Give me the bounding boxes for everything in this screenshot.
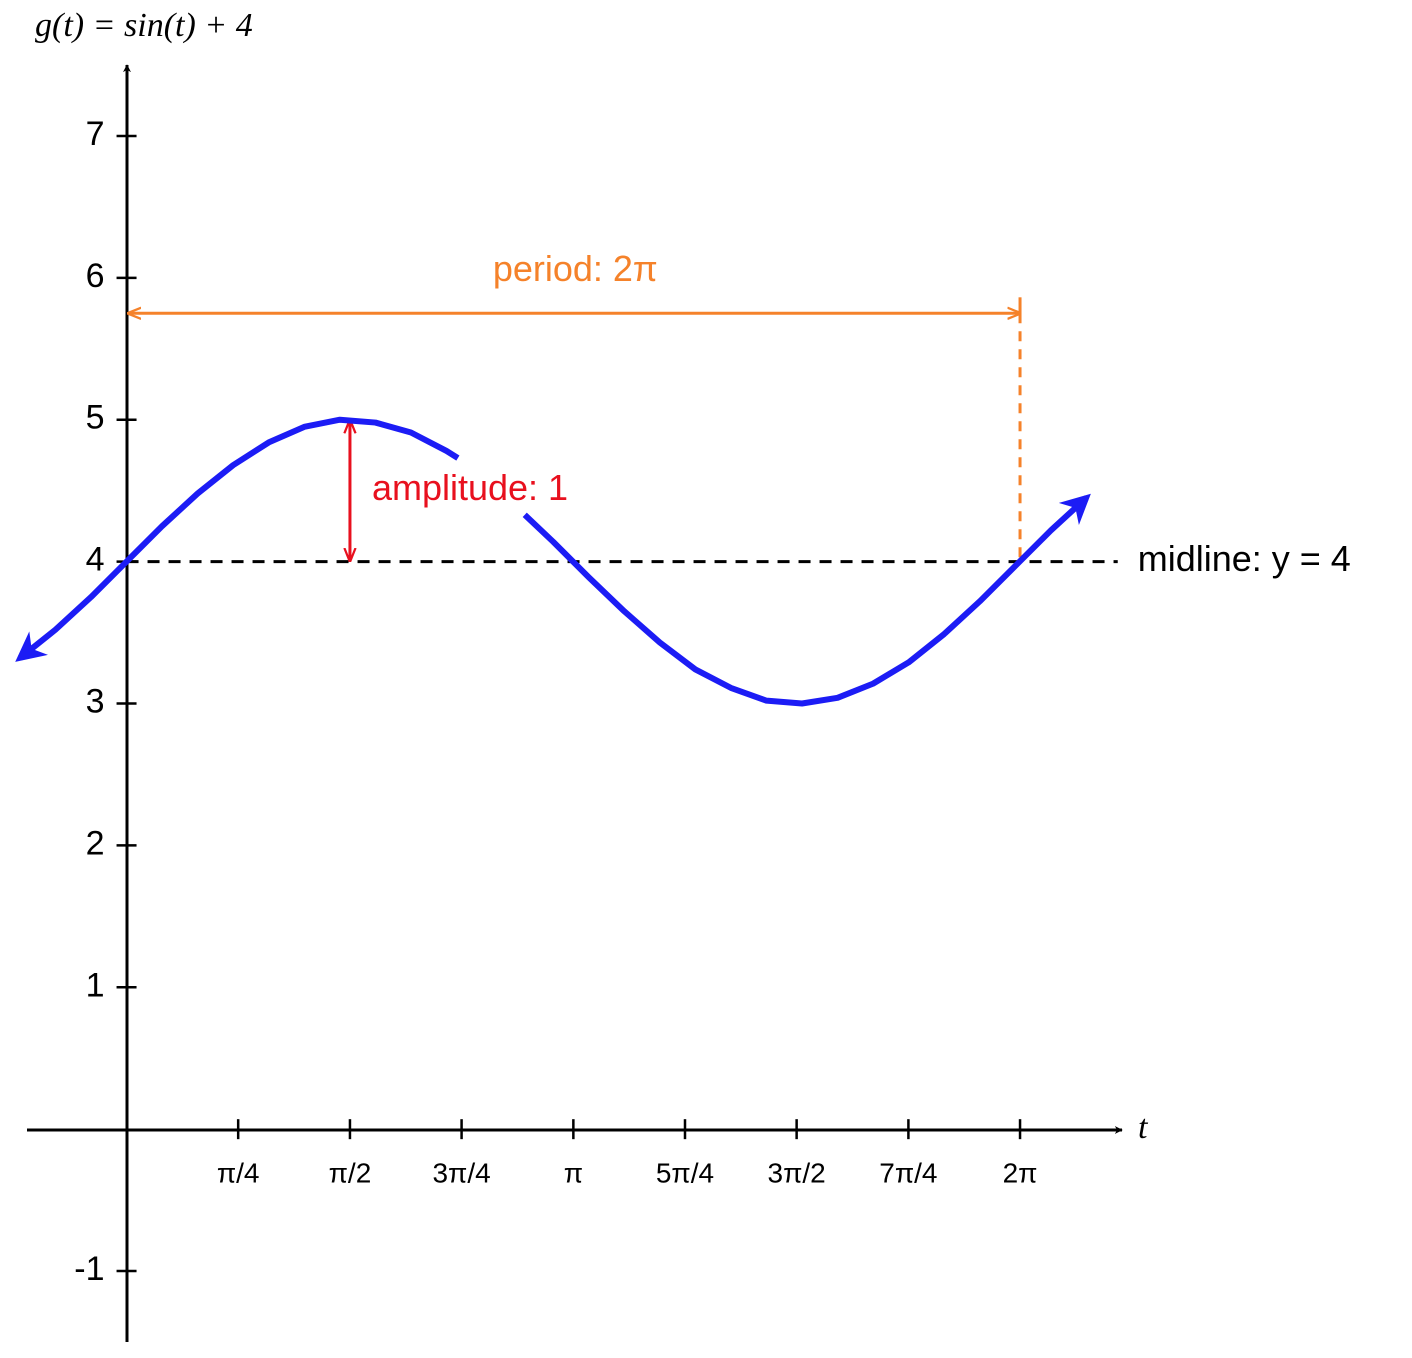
x-tick-label: 2π [1003,1158,1038,1189]
x-tick-label: π/4 [217,1158,260,1189]
y-tick-label: 4 [86,541,105,579]
y-tick-label: 7 [86,115,105,153]
curve [522,493,1091,707]
y-tick-label: -1 [74,1250,104,1288]
x-axis-label: t [1138,1109,1149,1146]
y-tick-label: 1 [86,966,105,1004]
x-tick-label: 3π/2 [768,1158,826,1189]
midline-label: midline: y = 4 [1138,538,1351,579]
x-tick-label: π [564,1158,583,1189]
x-tick-label: 5π/4 [656,1158,714,1189]
y-tick-label: 3 [86,682,105,720]
y-tick-label: 5 [86,399,105,437]
amplitude-label: amplitude: 1 [372,467,568,508]
y-tick-label: 6 [86,257,105,295]
curve [15,416,460,662]
x-tick-label: 7π/4 [879,1158,937,1189]
chart-title: g(t) = sin(t) + 4 [35,7,253,44]
x-tick-label: 3π/4 [432,1158,490,1189]
x-tick-label: π/2 [329,1158,372,1189]
period-label: period: 2π [493,248,658,289]
y-tick-label: 2 [86,824,105,862]
